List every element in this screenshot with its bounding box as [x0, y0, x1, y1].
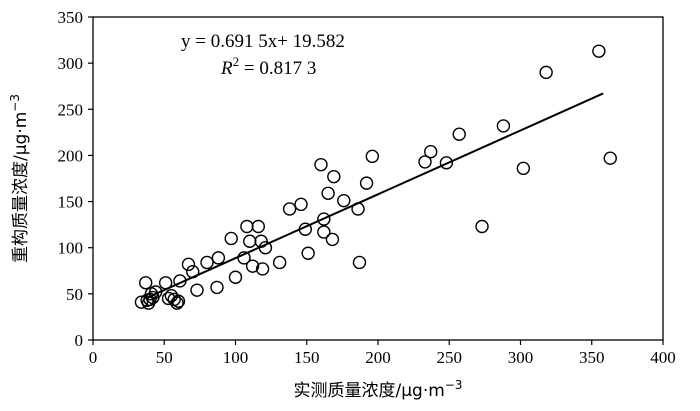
data-point — [359, 176, 374, 190]
data-point — [171, 294, 186, 308]
y-tick-label: 100 — [58, 239, 84, 258]
data-point — [224, 231, 238, 246]
data-point — [424, 145, 438, 159]
data-point — [210, 280, 224, 295]
data-point — [170, 296, 184, 310]
x-tick-label: 400 — [650, 348, 676, 367]
plot-area — [92, 16, 664, 341]
x-tick-label: 250 — [437, 348, 463, 367]
data-point — [365, 149, 379, 164]
data-point — [352, 255, 367, 270]
data-point — [603, 151, 617, 165]
data-point — [496, 119, 511, 133]
data-point — [173, 274, 187, 288]
data-point — [255, 262, 270, 276]
data-point — [240, 219, 254, 234]
data-point — [139, 276, 153, 290]
regression-equation: y = 0.691 5x+ 19.582 — [181, 31, 345, 52]
y-tick-label: 0 — [75, 331, 84, 350]
data-point — [475, 219, 489, 234]
data-point — [200, 255, 214, 270]
data-point — [294, 197, 308, 212]
y-tick-label: 200 — [58, 146, 84, 165]
axes: 0 50 100 150 200 250 300 350 400 0 50 100 150 200 250 3… — [58, 8, 676, 367]
y-tick-label: 350 — [58, 8, 84, 27]
data-point — [439, 156, 454, 170]
y-axis-title-superscript: −3 — [8, 94, 22, 112]
r-squared-symbol: R — [220, 58, 233, 79]
data-point — [243, 234, 257, 248]
y-axis-title: 重构质量浓度/μg·m−3 — [8, 94, 31, 263]
x-tick-label: 350 — [579, 348, 605, 367]
data-point — [325, 232, 340, 247]
data-point — [237, 251, 251, 265]
x-tick-label: 0 — [89, 348, 98, 367]
data-point — [298, 222, 313, 236]
r-squared-value: = 0.817 3 — [239, 58, 316, 79]
data-point — [351, 202, 365, 216]
y-tick-label: 250 — [58, 100, 84, 119]
y-tick-label: 300 — [58, 54, 84, 73]
r-squared-superscript: 2 — [233, 54, 240, 69]
x-axis-title: 实测质量浓度/μg·m−3 — [293, 378, 462, 401]
data-point — [516, 161, 531, 176]
data-point — [258, 241, 273, 255]
data-point — [134, 295, 149, 309]
data-point — [418, 155, 432, 169]
data-point — [272, 255, 287, 270]
x-tick-label: 100 — [223, 348, 249, 367]
y-axis-title-text: 重构质量浓度/μg·m — [11, 112, 31, 263]
data-point — [317, 212, 331, 226]
x-tick-label: 300 — [508, 348, 534, 367]
data-point — [181, 257, 196, 272]
data-point — [251, 219, 265, 234]
trendline — [146, 92, 604, 299]
data-point — [211, 251, 226, 265]
data-point — [314, 157, 328, 172]
data-point — [592, 44, 606, 58]
data-point — [337, 193, 351, 208]
data-point — [186, 265, 200, 279]
r-squared: R2 = 0.817 3 — [220, 54, 316, 79]
data-point — [245, 259, 260, 273]
data-point — [161, 291, 176, 306]
data-points — [134, 44, 617, 310]
data-point — [317, 225, 331, 239]
x-tick-label: 50 — [156, 348, 173, 367]
data-point — [452, 127, 466, 141]
data-point — [327, 169, 341, 184]
data-point — [228, 270, 243, 284]
data-point — [158, 276, 173, 290]
plot-frame — [92, 16, 664, 341]
data-point — [321, 186, 335, 200]
data-point — [301, 246, 315, 260]
x-axis-title-superscript: −3 — [445, 378, 463, 392]
x-axis-title-text: 实测质量浓度/μg·m — [293, 381, 444, 401]
y-tick-label: 50 — [66, 285, 83, 304]
data-point — [282, 202, 297, 216]
data-point — [148, 285, 163, 299]
y-tick-label: 150 — [58, 193, 84, 212]
data-point — [190, 283, 204, 297]
x-tick-label: 200 — [365, 348, 391, 367]
x-tick-label: 150 — [294, 348, 320, 367]
data-point — [539, 65, 553, 80]
